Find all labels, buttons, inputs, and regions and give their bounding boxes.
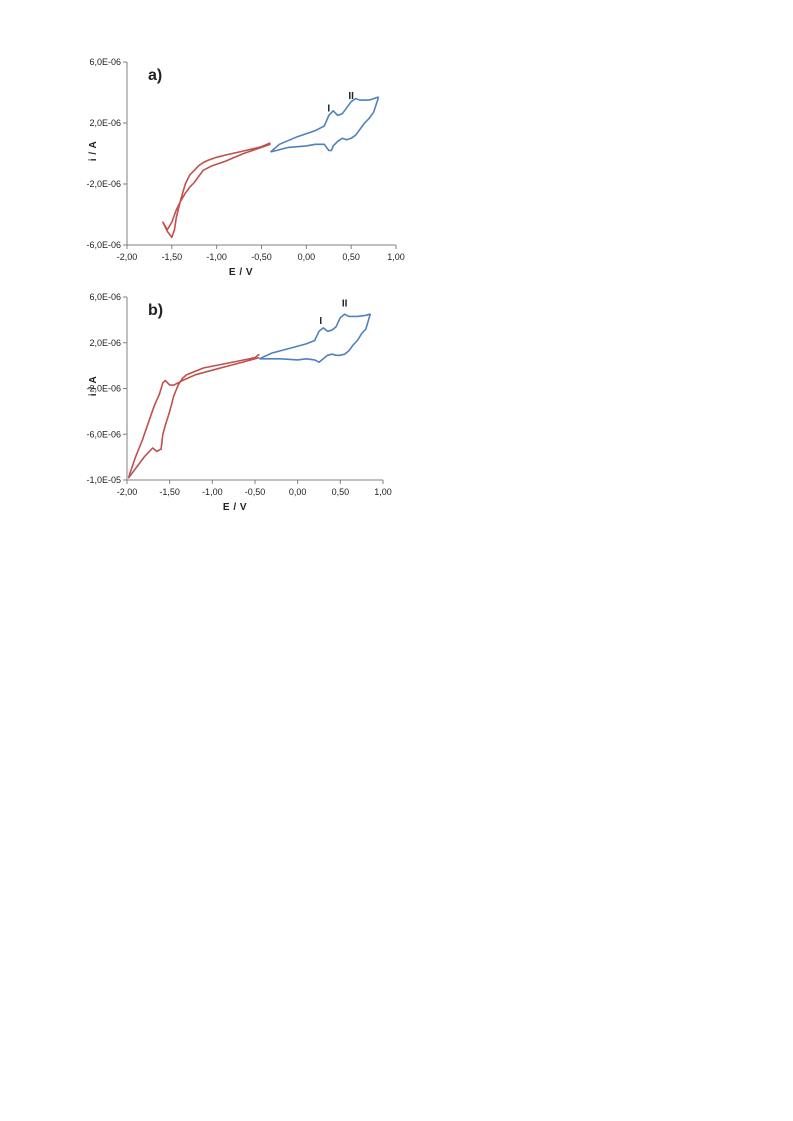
chart-a: a) -2,00 -1,50 -1,00 -0,50 0,00 0,50 1,00 6,0E-…	[86, 57, 405, 278]
y-axis-label: i / A	[88, 376, 99, 396]
panel-label-a: a)	[148, 67, 162, 84]
y-tick-label: -6,0E-06	[86, 240, 121, 250]
y-tick-label: -2,0E-06	[86, 384, 121, 394]
x-axis-label: E / V	[229, 267, 253, 278]
series-curve-1	[162, 142, 271, 239]
x-tick-label: -2,00	[117, 252, 138, 262]
x-tick-label: -1,50	[159, 487, 180, 497]
peak-label: I	[327, 103, 330, 114]
chart-b: b) -2,00 -1,50 -1,00 -0,50 0,00 0,50 1,00 6,0E-…	[86, 292, 392, 513]
y-tick-label: -1,0E-05	[86, 475, 121, 485]
x-tick-label: 1,00	[374, 487, 392, 497]
x-tick-label: 0,00	[298, 252, 316, 262]
x-tick-label: 0,00	[289, 487, 307, 497]
y-axis-label: i / A	[88, 141, 99, 161]
y-tick-label: 2,0E-06	[89, 338, 121, 348]
y-tick-label: 6,0E-06	[89, 292, 121, 302]
peak-label: II	[348, 91, 354, 102]
series-curve-2	[258, 313, 372, 363]
y-tick-label: 6,0E-06	[89, 57, 121, 67]
x-tick-label: 0,50	[342, 252, 360, 262]
x-tick-label: 1,00	[387, 252, 405, 262]
x-tick-label: -0,50	[245, 487, 266, 497]
x-tick-label: -1,00	[202, 487, 223, 497]
x-tick-label: -2,00	[117, 487, 138, 497]
x-axis-label: E / V	[223, 502, 247, 513]
x-tick-label: -0,50	[251, 252, 272, 262]
x-tick-label: 0,50	[332, 487, 350, 497]
x-tick-label: -1,00	[206, 252, 227, 262]
x-tick-label: -1,50	[162, 252, 183, 262]
y-tick-label: -2,0E-06	[86, 179, 121, 189]
peak-label: II	[342, 299, 348, 310]
series-curve-2	[269, 96, 379, 153]
series-curve-1	[127, 353, 260, 479]
y-tick-label: -6,0E-06	[86, 429, 121, 439]
peak-label: I	[319, 316, 322, 327]
panel-label-b: b)	[148, 302, 163, 319]
y-tick-label: 2,0E-06	[89, 118, 121, 128]
